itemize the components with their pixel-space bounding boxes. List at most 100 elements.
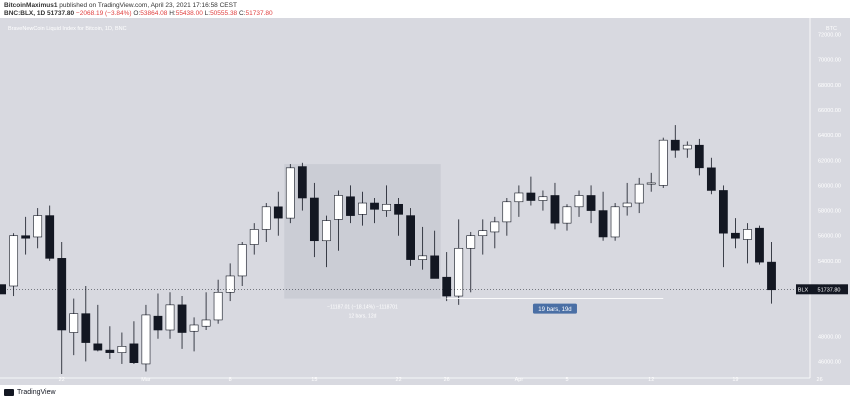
candle-body [658,139,668,186]
time-tick-label: 5 [565,377,568,383]
candle-body [598,210,608,238]
price-tick-label: 54000.00 [818,259,841,265]
low-label: L: [204,10,211,17]
candle-body [466,235,476,249]
candle [273,191,283,236]
candle-body [45,215,55,259]
candle-body [177,304,187,333]
candle-body [442,276,452,297]
price-tick-label: 56000.00 [818,234,841,240]
candle-body [682,144,692,150]
last-price-name-box [796,284,810,295]
price-tick-label: 70000.00 [818,58,841,64]
candle-body [334,195,343,220]
currency-label: BTC [826,26,837,32]
candle-body [297,166,307,199]
candle [466,231,476,293]
price-tick-label: 66000.00 [818,108,841,114]
candle-body [189,324,199,332]
candle-body [69,313,79,333]
time-tick-label: 12 [648,377,654,383]
candle-body [225,275,235,293]
price-tick-label: 72000.00 [818,33,841,39]
candle [718,185,728,268]
published-text: published on TradingView.com, April 23, … [59,2,237,9]
candle-body [478,230,488,237]
candle-body [249,229,259,245]
candle-body [418,255,428,260]
candlestick-chart[interactable]: BraveNewCoin Liquid Index for Bitcoin, 1… [0,18,850,385]
candle [538,190,548,211]
candle-body [309,197,319,242]
candle [45,205,55,261]
candle-body [706,167,716,191]
range-box [284,164,441,299]
time-axis[interactable]: 22 Mar 8 15 22 26 Apr 5 12 19 26 [0,377,823,383]
candle [261,203,271,242]
brand-name: TradingView [17,389,56,396]
time-tick-label: 26 [817,377,823,383]
symbol-line: BNC:BLX, 1D 51737.80 −2068.19 (−3.84%) O… [4,10,273,17]
range-text-line1: −11187.01 (−18.14%) −1118701 [327,305,398,311]
candle [478,219,488,255]
time-tick-label: 22 [59,377,65,383]
close-value: 51737.80 [245,10,273,17]
candle-body [141,314,151,365]
price-tick-label: 68000.00 [818,83,841,89]
bars-measure-label-bg [532,303,577,314]
candle [658,137,668,188]
candle [694,138,704,176]
chart-title: BraveNewCoin Liquid Index for Bitcoin, 1… [8,26,127,32]
candle-body [430,255,440,279]
candle [165,292,175,339]
candle [490,216,500,249]
candle-body [322,220,331,242]
candle-body [622,202,632,208]
candle-body [394,203,403,215]
chart-header: BitcoinMaximus1 published on TradingView… [0,0,850,18]
price-tick-label: 48000.00 [818,334,841,340]
candle-body [694,144,704,169]
price-axis-background [810,18,850,385]
candle-body [105,349,115,353]
candle-body [9,235,19,287]
candle-body [382,203,391,211]
candle [189,317,199,352]
candle-body [201,319,211,327]
candle [297,162,307,211]
candle-body [370,202,379,210]
candle [418,226,428,270]
candle [382,185,391,217]
candle [81,286,91,362]
time-tick-label: 15 [311,377,317,383]
candle [526,176,536,206]
author-name[interactable]: BitcoinMaximus1 [4,2,58,9]
candle [514,185,524,217]
low-value: 50555.38 [210,10,238,17]
bars-measure-label: 19 bars, 19d [538,307,571,313]
candle [406,208,415,266]
candle-body [358,202,367,215]
price-tick-label: 62000.00 [818,158,841,164]
last-price-left-tab [0,284,6,295]
candle-body [718,190,728,234]
candle [586,185,596,224]
candle-body [550,195,560,224]
chart-area[interactable]: BraveNewCoin Liquid Index for Bitcoin, 1… [0,18,850,385]
candle [767,242,776,304]
candle [57,242,67,374]
candle [442,252,452,302]
candle-body [731,232,740,239]
candle [610,203,620,241]
candle-body [33,215,43,238]
candle [346,185,355,224]
candle [622,182,632,216]
candle [370,198,379,224]
candle [285,164,295,224]
candle [225,263,235,302]
candle [213,279,223,324]
tradingview-logo[interactable]: TradingView [4,389,56,396]
candle [562,204,572,231]
candle-body [767,261,776,291]
high-value: 55438.00 [175,10,203,17]
